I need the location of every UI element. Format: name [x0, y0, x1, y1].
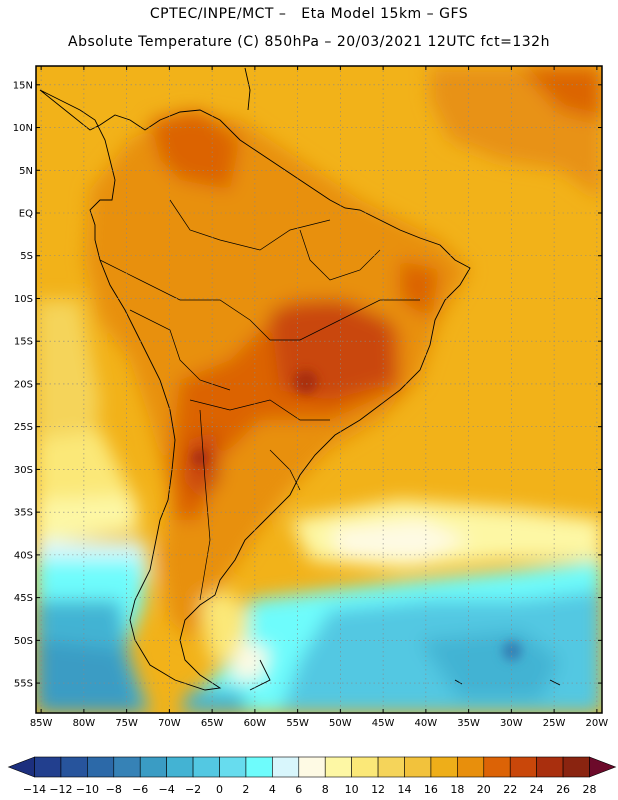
- colorbar-label: 24: [530, 783, 544, 796]
- longitude-axis: 85W 80W 75W 70W 65W 60W 55W 50W 45W 40W 35W 30W 25W 2…: [30, 66, 608, 729]
- colorbar-label: −4: [159, 783, 175, 796]
- lon-tick-label: 85W: [30, 718, 53, 729]
- colorbar-bin: [562, 756, 590, 778]
- colorbar-label: 6: [295, 783, 302, 796]
- colorbar-bin: [245, 756, 273, 778]
- colorbar-label: −8: [106, 783, 122, 796]
- lon-tick-label: 20W: [586, 718, 609, 729]
- colorbar-bin: [483, 756, 511, 778]
- colorbar-bin: [192, 756, 220, 778]
- colorbar-label: 20: [477, 783, 491, 796]
- colorbar-bin: [272, 756, 300, 778]
- lat-tick-label: EQ: [19, 209, 33, 220]
- lat-tick-label: 5N: [19, 166, 33, 177]
- colorbar-bin: [34, 756, 62, 778]
- colorbar-bin: [60, 756, 88, 778]
- colorbar-label: 26: [556, 783, 570, 796]
- colorbar-bin: [87, 756, 115, 778]
- country-borders: [99, 199, 420, 601]
- colorbar-above-arrow: [589, 756, 617, 778]
- colorbar-label: 12: [371, 783, 385, 796]
- colorbar-label: −14: [23, 783, 46, 796]
- colorbar-bin: [457, 756, 485, 778]
- lat-tick-label: 35S: [14, 508, 33, 519]
- lon-tick-label: 45W: [372, 718, 395, 729]
- colorbar-bin: [509, 756, 537, 778]
- lon-tick-label: 60W: [244, 718, 267, 729]
- lon-tick-label: 40W: [415, 718, 438, 729]
- colorbar-label: 0: [216, 783, 223, 796]
- colorbar-bin: [113, 756, 141, 778]
- colorbar-label: 14: [398, 783, 412, 796]
- colorbar-label: 10: [345, 783, 359, 796]
- lon-tick-label: 25W: [543, 718, 566, 729]
- colorbar-bin: [298, 756, 326, 778]
- latitude-axis: 15N 10N 5N EQ 5S 10S 15S 20S 25S 30S 35S 40S 45S 50S 5…: [13, 80, 602, 690]
- lon-tick-label: 55W: [286, 718, 309, 729]
- lat-tick-label: 20S: [14, 379, 33, 390]
- lat-tick-label: 10N: [13, 123, 33, 134]
- lat-tick-label: 55S: [14, 679, 33, 690]
- colorbar-below-arrow: [7, 756, 35, 778]
- lon-tick-label: 80W: [73, 718, 96, 729]
- lon-tick-label: 75W: [115, 718, 138, 729]
- map-title: CPTEC/INPE/MCT – Eta Model 15km – GFS: [149, 6, 469, 22]
- colorbar-bin: [430, 756, 458, 778]
- lon-tick-label: 50W: [329, 718, 352, 729]
- lat-tick-label: 15N: [13, 80, 33, 91]
- lat-tick-label: 45S: [14, 593, 33, 604]
- temperature-colorbar: [7, 756, 617, 778]
- lat-tick-label: 25S: [14, 422, 33, 433]
- colorbar-bin: [324, 756, 352, 778]
- colorbar-bin: [351, 756, 379, 778]
- colorbar-bin: [536, 756, 564, 778]
- lat-tick-label: 50S: [14, 636, 33, 647]
- coastline: [39, 67, 561, 691]
- colorbar-label: 28: [583, 783, 597, 796]
- colorbar-label: 4: [269, 783, 276, 796]
- colorbar-bin: [404, 756, 432, 778]
- colorbar-bin: [166, 756, 194, 778]
- colorbar-bin: [377, 756, 405, 778]
- lat-tick-label: 30S: [14, 465, 33, 476]
- colorbar-labels: −14 −12 −10 −8 −6 −4 −2 0 2 4 6 8 10 12 14 16 18 20 22 24 26…: [23, 783, 597, 796]
- colorbar-label: 8: [322, 783, 329, 796]
- lat-tick-label: 10S: [14, 294, 33, 305]
- lon-tick-label: 65W: [201, 718, 224, 729]
- lat-tick-label: 5S: [20, 251, 33, 262]
- lon-tick-label: 30W: [500, 718, 523, 729]
- lat-tick-label: 15S: [14, 337, 33, 348]
- colorbar-label: −12: [49, 783, 72, 796]
- colorbar-bin: [139, 756, 167, 778]
- colorbar-bin: [219, 756, 247, 778]
- colorbar-label: −2: [185, 783, 201, 796]
- lat-tick-label: 40S: [14, 550, 33, 561]
- colorbar-label: 18: [450, 783, 464, 796]
- colorbar-label: −10: [76, 783, 99, 796]
- colorbar-label: 22: [503, 783, 517, 796]
- lon-tick-label: 70W: [158, 718, 181, 729]
- lon-tick-label: 35W: [457, 718, 480, 729]
- colorbar-label: 16: [424, 783, 438, 796]
- map-frame: [35, 65, 603, 714]
- temperature-field: [36, 66, 602, 713]
- map-subtitle: Absolute Temperature (C) 850hPa – 20/03/…: [68, 34, 550, 50]
- colorbar-label: −6: [132, 783, 148, 796]
- colorbar-label: 2: [242, 783, 249, 796]
